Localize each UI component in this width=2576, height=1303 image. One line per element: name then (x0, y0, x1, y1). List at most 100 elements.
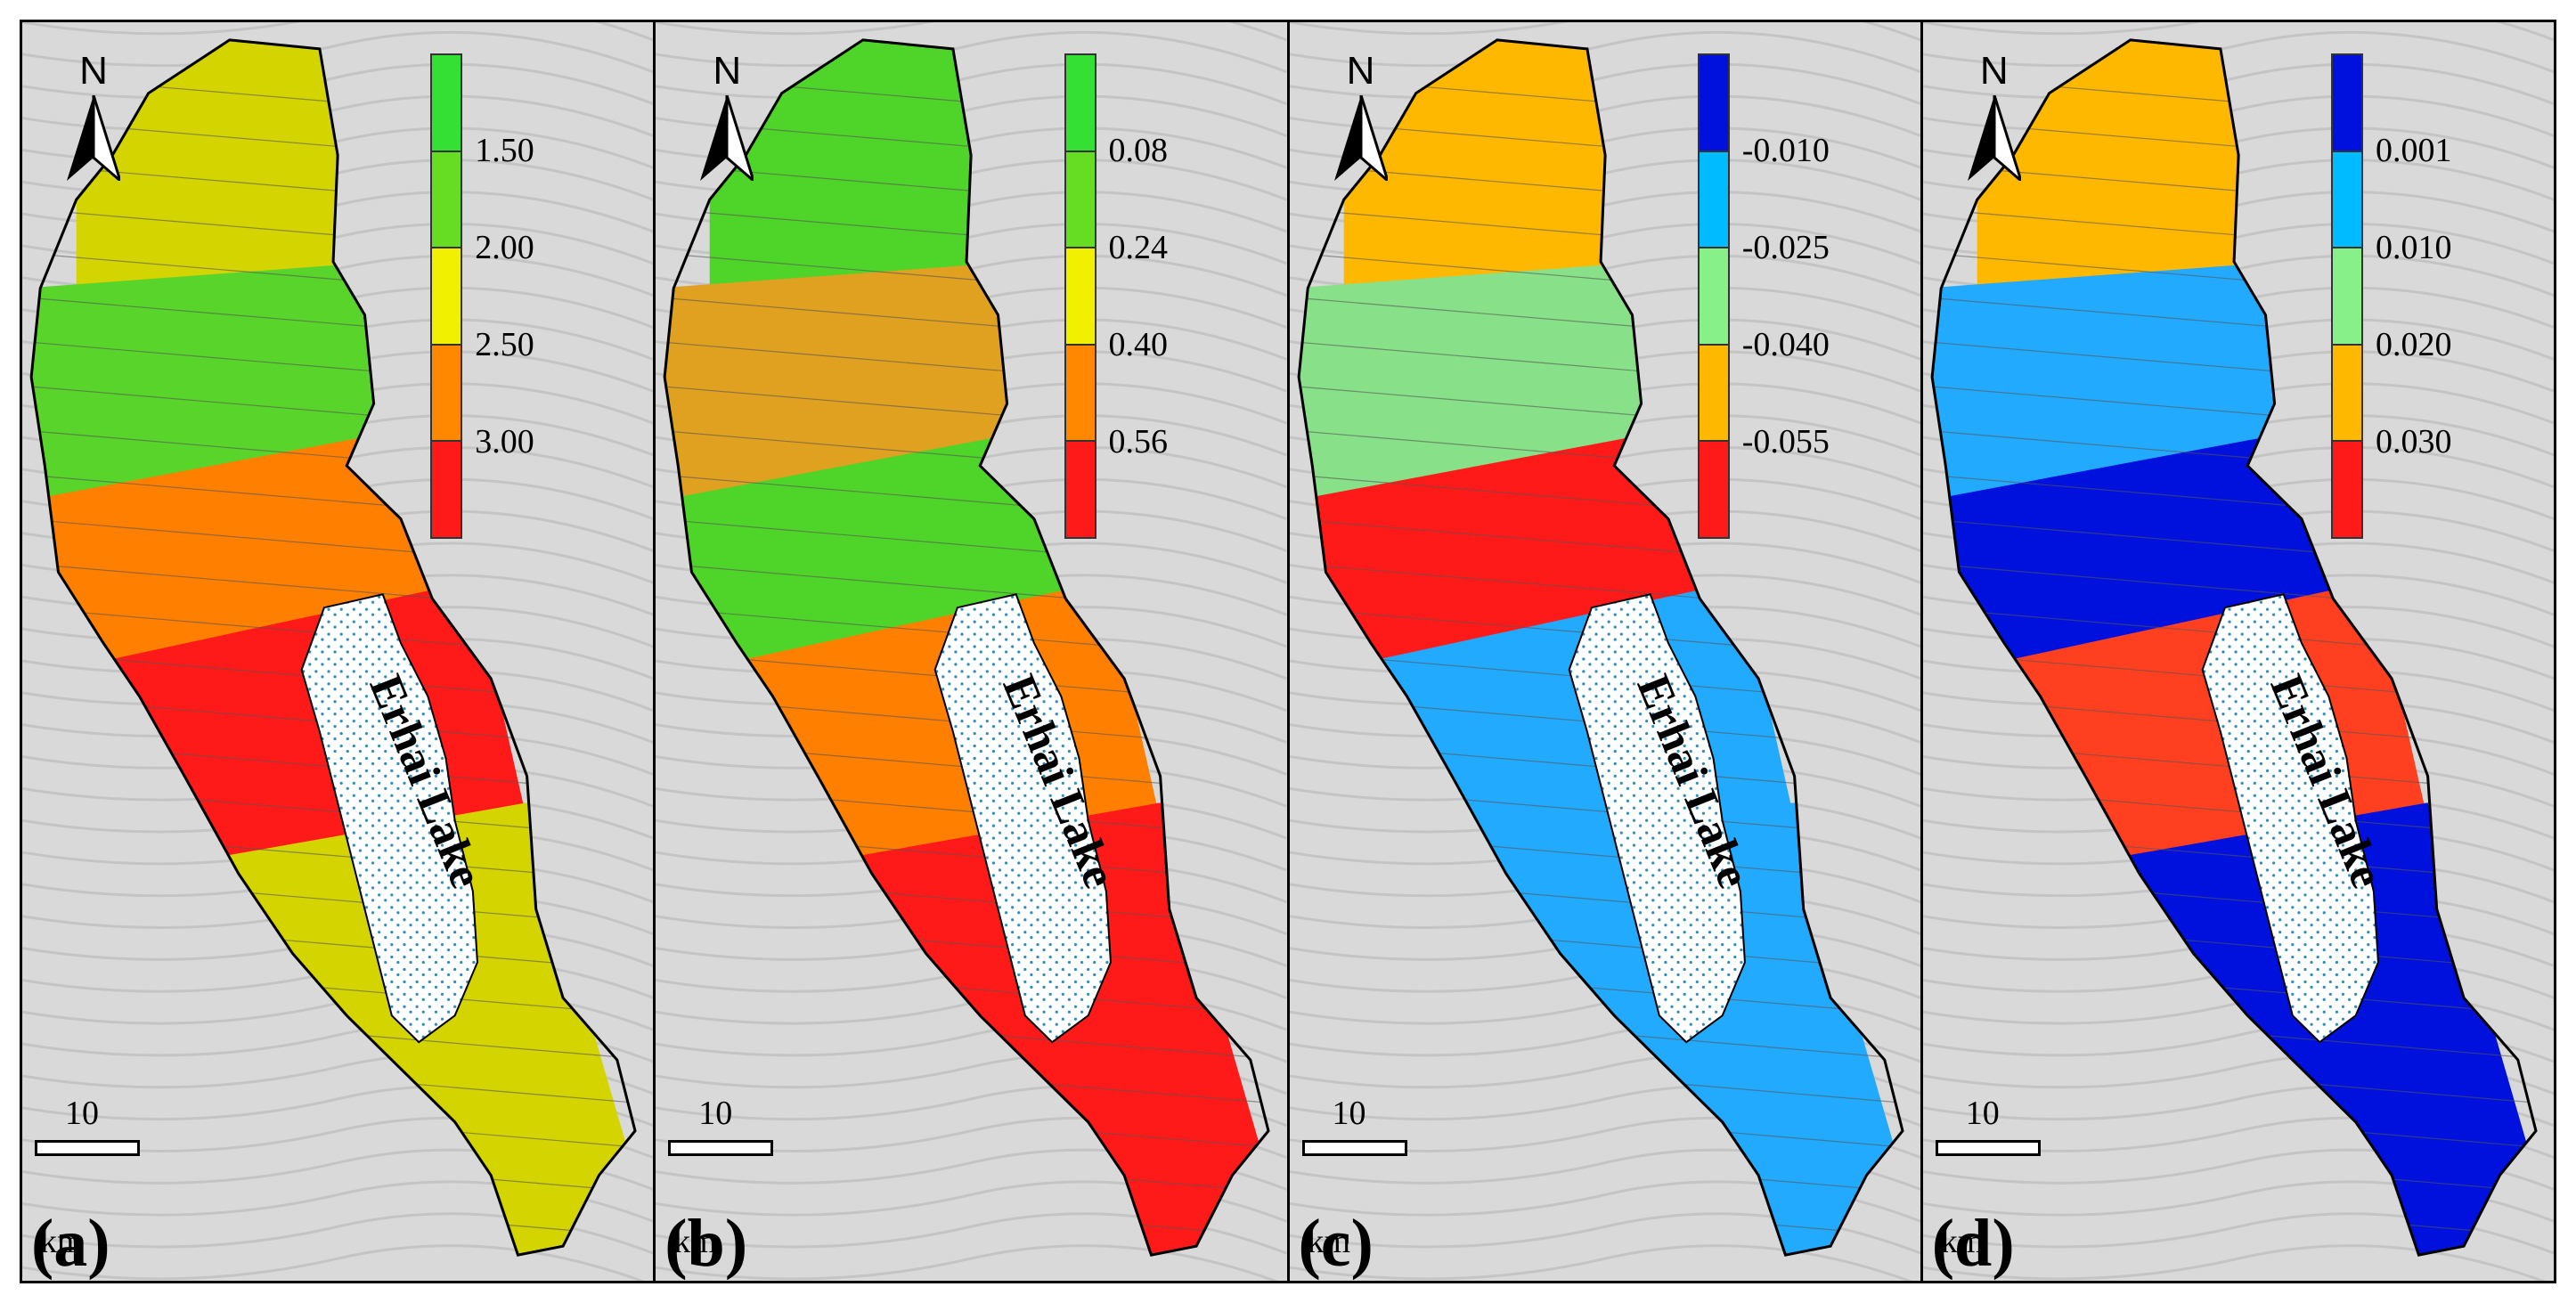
scale-rect (668, 1140, 774, 1156)
hillshade-line (1289, 62, 1920, 106)
watershed-outline (29, 38, 637, 1257)
legend-tick-label: 0.40 (1108, 326, 1169, 363)
map-panel: Erhai Lake N -0.010 -0.025 -0.040 -0.055 10 km(… (1289, 22, 1923, 1281)
legend-swatch (432, 442, 461, 537)
hillshade-line (1922, 62, 2554, 106)
north-arrow: N (691, 49, 762, 183)
scale-rect (1301, 1140, 1407, 1156)
map-panel: Erhai Lake N 1.50 2.00 2.50 3.00 10 km (a) (22, 22, 656, 1281)
hillshade-line (22, 62, 654, 106)
legend-tick-label: 0.24 (1108, 229, 1169, 266)
legend-tick-label: 2.50 (475, 326, 534, 363)
legend: -0.010 -0.025 -0.040 -0.055 (1697, 53, 1876, 539)
scale-bar: 10 km (1301, 1094, 1418, 1260)
legend-swatch (432, 248, 461, 346)
legend-tick-label: 0.010 (2376, 229, 2452, 266)
hillshade-line (1289, 22, 1920, 42)
hillshade-line (656, 62, 1287, 106)
hillshade-line (1922, 30, 2554, 74)
watershed-outline (1930, 38, 2538, 1257)
legend: 0.001 0.010 0.020 0.030 (2331, 53, 2509, 539)
legend-swatch (1065, 442, 1095, 537)
legend-swatch (2333, 345, 2361, 443)
legend-tick-label: 2.00 (475, 229, 534, 266)
scale-bar: 10 km (35, 1094, 151, 1260)
watershed-map: Erhai Lake (22, 22, 654, 1281)
legend-swatch (1065, 345, 1095, 443)
legend-swatch (2333, 442, 2361, 537)
watershed-map: Erhai Lake (1289, 22, 1920, 1281)
scale-bar: 10 km (1935, 1094, 2051, 1260)
watershed-map: Erhai Lake (656, 22, 1287, 1281)
erhai-lake (1568, 593, 1746, 1044)
legend-tick-label: -0.025 (1741, 229, 1830, 266)
legend-swatch (1065, 248, 1095, 346)
hillshade-line (656, 22, 1287, 42)
north-label: N (1346, 49, 1375, 93)
subbasin-region (664, 430, 1107, 696)
north-arrow: N (1325, 49, 1397, 183)
legend-swatch (1065, 151, 1095, 249)
scale-rect (1935, 1140, 2041, 1156)
scale-unit: km (1307, 1223, 1351, 1260)
legend-swatch (432, 55, 461, 152)
legend-tick-label: -0.010 (1741, 132, 1830, 169)
legend-swatch (432, 345, 461, 443)
legend-swatch (1699, 345, 1728, 443)
scale-unit: km (673, 1223, 717, 1260)
legend-tick-label: -0.040 (1741, 326, 1830, 363)
legend-colorbar (2331, 53, 2363, 539)
legend-tick-label: 3.00 (475, 423, 534, 460)
scale-bar: 10 km (668, 1094, 784, 1260)
subbasin-region (1931, 430, 2374, 696)
legend-swatch (1699, 55, 1728, 152)
panel-label: (a) (31, 1206, 110, 1281)
legend-tick-label: -0.055 (1741, 423, 1830, 460)
legend-tick-label: 0.030 (2376, 423, 2452, 460)
panel-label: (c) (1298, 1206, 1374, 1281)
scale-rect (35, 1140, 140, 1156)
legend-swatch (1699, 442, 1728, 537)
subbasin-region (1977, 39, 2284, 315)
panel-label: (d) (1931, 1206, 2015, 1281)
subbasin-region (1343, 39, 1651, 315)
legend-swatch (2333, 151, 2361, 249)
erhai-lake (2201, 593, 2379, 1044)
legend: 1.50 2.00 2.50 3.00 (430, 53, 608, 539)
north-label: N (79, 49, 108, 93)
hillshade-line (1922, 22, 2554, 42)
scale-value: 10 (1965, 1095, 2000, 1132)
watershed-outline (663, 38, 1270, 1257)
hillshade-line (656, 1244, 1279, 1281)
hillshade-line (1922, 1244, 2546, 1281)
legend-colorbar (1064, 53, 1096, 539)
subbasin-region (709, 39, 1016, 315)
subbasin-region (1298, 430, 1740, 696)
legend-tick-label: 0.08 (1108, 132, 1169, 169)
legend-tick-label: 1.50 (475, 132, 534, 169)
scale-value: 10 (1332, 1095, 1366, 1132)
watershed-outline (1297, 38, 1904, 1257)
panel-label: (b) (664, 1206, 748, 1281)
legend-swatch (2333, 55, 2361, 152)
legend-swatch (1699, 151, 1728, 249)
legend-swatch (432, 151, 461, 249)
legend: 0.08 0.24 0.40 0.56 (1064, 53, 1243, 539)
map-panel: Erhai Lake N 0.08 0.24 0.40 0.56 10 km (b) (656, 22, 1290, 1281)
legend-tick-label: 0.001 (2376, 132, 2452, 169)
scale-unit: km (40, 1223, 84, 1260)
hillshade-line (1289, 30, 1920, 74)
legend-swatch (2333, 248, 2361, 346)
north-arrow: N (1959, 49, 2030, 183)
north-arrow-icon (700, 95, 754, 181)
hillshade-line (22, 30, 654, 74)
subbasin-region (31, 430, 473, 696)
legend-tick-label: 0.56 (1108, 423, 1169, 460)
north-arrow-icon (1333, 95, 1388, 181)
hillshade-line (22, 22, 654, 42)
hillshade-line (656, 30, 1287, 74)
figure: Erhai Lake N 1.50 2.00 2.50 3.00 10 km (a) Erhai … (20, 20, 2556, 1283)
north-arrow: N (58, 49, 129, 183)
hillshade-line (22, 1244, 646, 1281)
legend-colorbar (1697, 53, 1730, 539)
